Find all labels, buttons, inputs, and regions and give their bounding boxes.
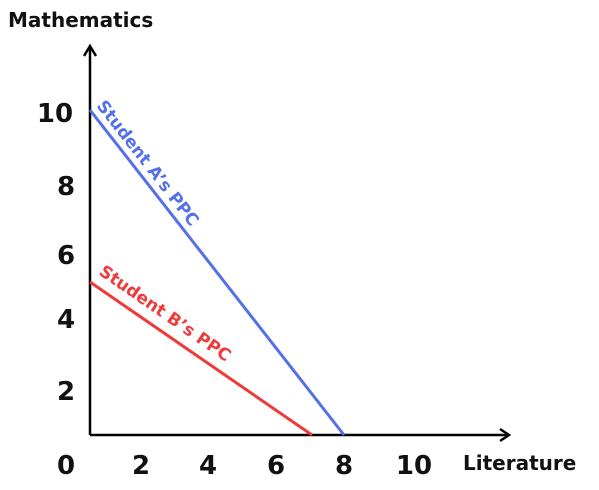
- x-tick-label: 4: [199, 451, 217, 481]
- x-tick-label: 10: [396, 451, 432, 481]
- x-tick-label: 6: [267, 451, 285, 481]
- y-axis-arrow: [82, 43, 98, 57]
- y-tick-label: 8: [57, 172, 75, 202]
- series-line-student-b: [89, 280, 313, 437]
- series-line-student-a: [88, 109, 346, 436]
- plot-area: 0 2 4 6 8 10 2 4 6 8 10 Student A’s PPC Student B’s …: [37, 43, 512, 481]
- x-tick-label: 2: [132, 451, 150, 481]
- y-axis-title: Mathematics: [8, 8, 153, 32]
- x-tick-label: 8: [335, 451, 353, 481]
- series-label-student-a: Student A’s PPC: [92, 97, 202, 231]
- y-tick-label: 10: [37, 99, 73, 129]
- x-tick-label: 0: [57, 451, 75, 481]
- y-tick-label: 6: [57, 241, 75, 271]
- x-axis-arrow: [499, 427, 512, 443]
- y-tick-label: 4: [57, 305, 75, 335]
- series-label-student-b: Student B’s PPC: [95, 262, 234, 367]
- x-axis-title: Literature: [463, 451, 576, 475]
- y-tick-label: 2: [57, 377, 75, 407]
